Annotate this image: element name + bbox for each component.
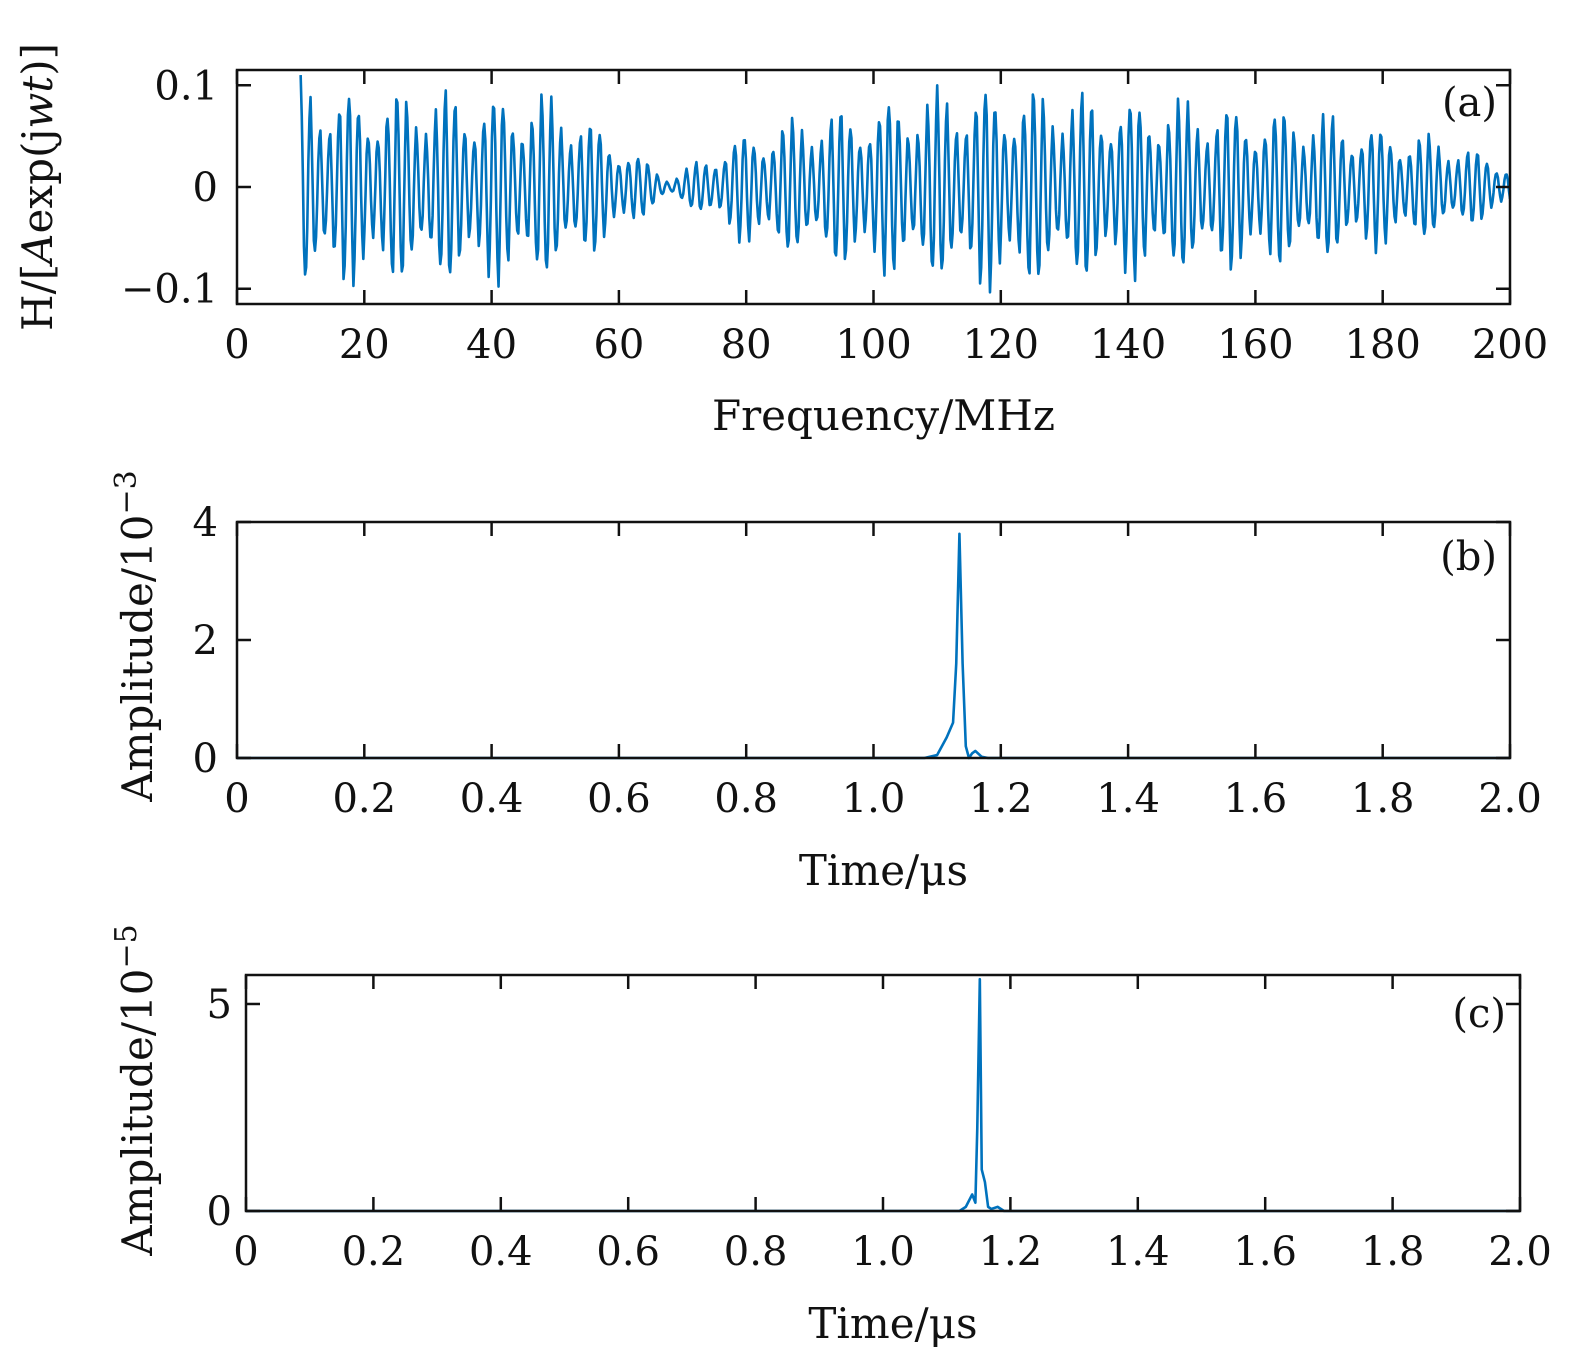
x-tick-label: 1.0 xyxy=(842,776,906,822)
y-label-part: exp(j xyxy=(13,129,62,234)
series-line-c xyxy=(246,977,1520,1213)
x-tick-label: 0.8 xyxy=(714,776,778,822)
x-tick-label: 80 xyxy=(721,322,772,368)
x-tick-label: 0 xyxy=(224,322,249,368)
x-tick-label: 0.2 xyxy=(332,776,396,822)
x-tick-label: 200 xyxy=(1472,322,1548,368)
x-tick-label: 0.6 xyxy=(596,1229,660,1275)
y-label-text: Amplitude/10 xyxy=(113,969,162,1257)
y-label-part: )] xyxy=(13,43,62,76)
x-tick-label: 60 xyxy=(593,322,644,368)
x-tick-label: 0.2 xyxy=(342,1229,406,1275)
x-tick-label: 0.6 xyxy=(587,776,651,822)
x-tick-label: 1.8 xyxy=(1351,776,1415,822)
series-line-a xyxy=(299,75,1510,294)
x-tick-label: 1.6 xyxy=(1233,1229,1297,1275)
panel-c: 0 0.2 0.4 0.6 0.8 1.0 1.2 1.4 1.6 1.8 2.0 0 5 (c) Time… xyxy=(109,924,1552,1348)
x-axis-label-a: Frequency/MHz xyxy=(712,391,1055,440)
x-tick-label: 1.4 xyxy=(1106,1229,1170,1275)
x-tick-label: 1.0 xyxy=(851,1229,915,1275)
panel-b: 0 0.2 0.4 0.6 0.8 1.0 1.2 1.4 1.6 1.8 2.0 0 2 4 (b) Tim… xyxy=(109,470,1542,895)
plot-frame-c xyxy=(244,973,1522,1213)
panel-a: 0 20 40 60 80 100 120 140 160 180 200−0.100.1 (a)Fr… xyxy=(13,43,1548,440)
panel-tag-b: (b) xyxy=(1440,534,1497,580)
y-axis-label-b: Amplitude/10−3 xyxy=(109,470,162,802)
x-tick-label: 2.0 xyxy=(1488,1229,1552,1275)
y-tick-label: 0 xyxy=(207,1189,232,1235)
x-tick-label: 0.4 xyxy=(460,776,524,822)
y-tick-label: 4 xyxy=(193,500,218,546)
y-label-part: H/[ xyxy=(13,264,62,331)
x-tick-label: 160 xyxy=(1217,322,1293,368)
y-axis-label-c: Amplitude/10−5 xyxy=(109,924,162,1256)
y-axis-label-a: H/[Aexp(jwt)] xyxy=(13,43,62,331)
x-tick-label: 1.6 xyxy=(1224,776,1288,822)
y-tick-label: −0.1 xyxy=(121,267,218,313)
y-tick-label: 5 xyxy=(207,982,232,1028)
x-tick-label: 40 xyxy=(466,322,517,368)
x-tick-label: 1.2 xyxy=(979,1229,1043,1275)
x-tick-label: 0.4 xyxy=(469,1229,533,1275)
x-axis-label-c: Time/μs xyxy=(808,1299,977,1348)
y-label-part: wt xyxy=(13,76,62,129)
x-tick-label: 0 xyxy=(224,776,249,822)
x-tick-label: 180 xyxy=(1345,322,1421,368)
plot-frame-b xyxy=(235,520,1512,760)
y-tick-label: 2 xyxy=(193,618,218,664)
x-tick-label: 20 xyxy=(339,322,390,368)
panel-tag-a: (a) xyxy=(1442,80,1497,126)
y-tick-label: 0 xyxy=(193,165,218,211)
y-label-exponent: −5 xyxy=(109,924,144,968)
series-line-b xyxy=(237,532,1510,760)
y-label-text: Amplitude/10 xyxy=(113,515,162,803)
x-tick-label: 0.8 xyxy=(724,1229,788,1275)
x-tick-label: 1.2 xyxy=(969,776,1033,822)
x-tick-label: 1.4 xyxy=(1096,776,1160,822)
x-tick-label: 1.8 xyxy=(1361,1229,1425,1275)
y-tick-label: 0.1 xyxy=(154,63,218,109)
x-tick-label: 2.0 xyxy=(1478,776,1542,822)
y-tick-label: 0 xyxy=(193,736,218,782)
panel-tag-c: (c) xyxy=(1452,991,1506,1037)
x-tick-label: 0 xyxy=(233,1229,258,1275)
x-tick-label: 100 xyxy=(835,322,911,368)
x-axis-label-b: Time/μs xyxy=(799,846,968,895)
x-tick-label: 140 xyxy=(1090,322,1166,368)
x-tick-label: 120 xyxy=(963,322,1039,368)
y-label-exponent: −3 xyxy=(109,470,144,514)
y-label-part: A xyxy=(13,233,62,267)
